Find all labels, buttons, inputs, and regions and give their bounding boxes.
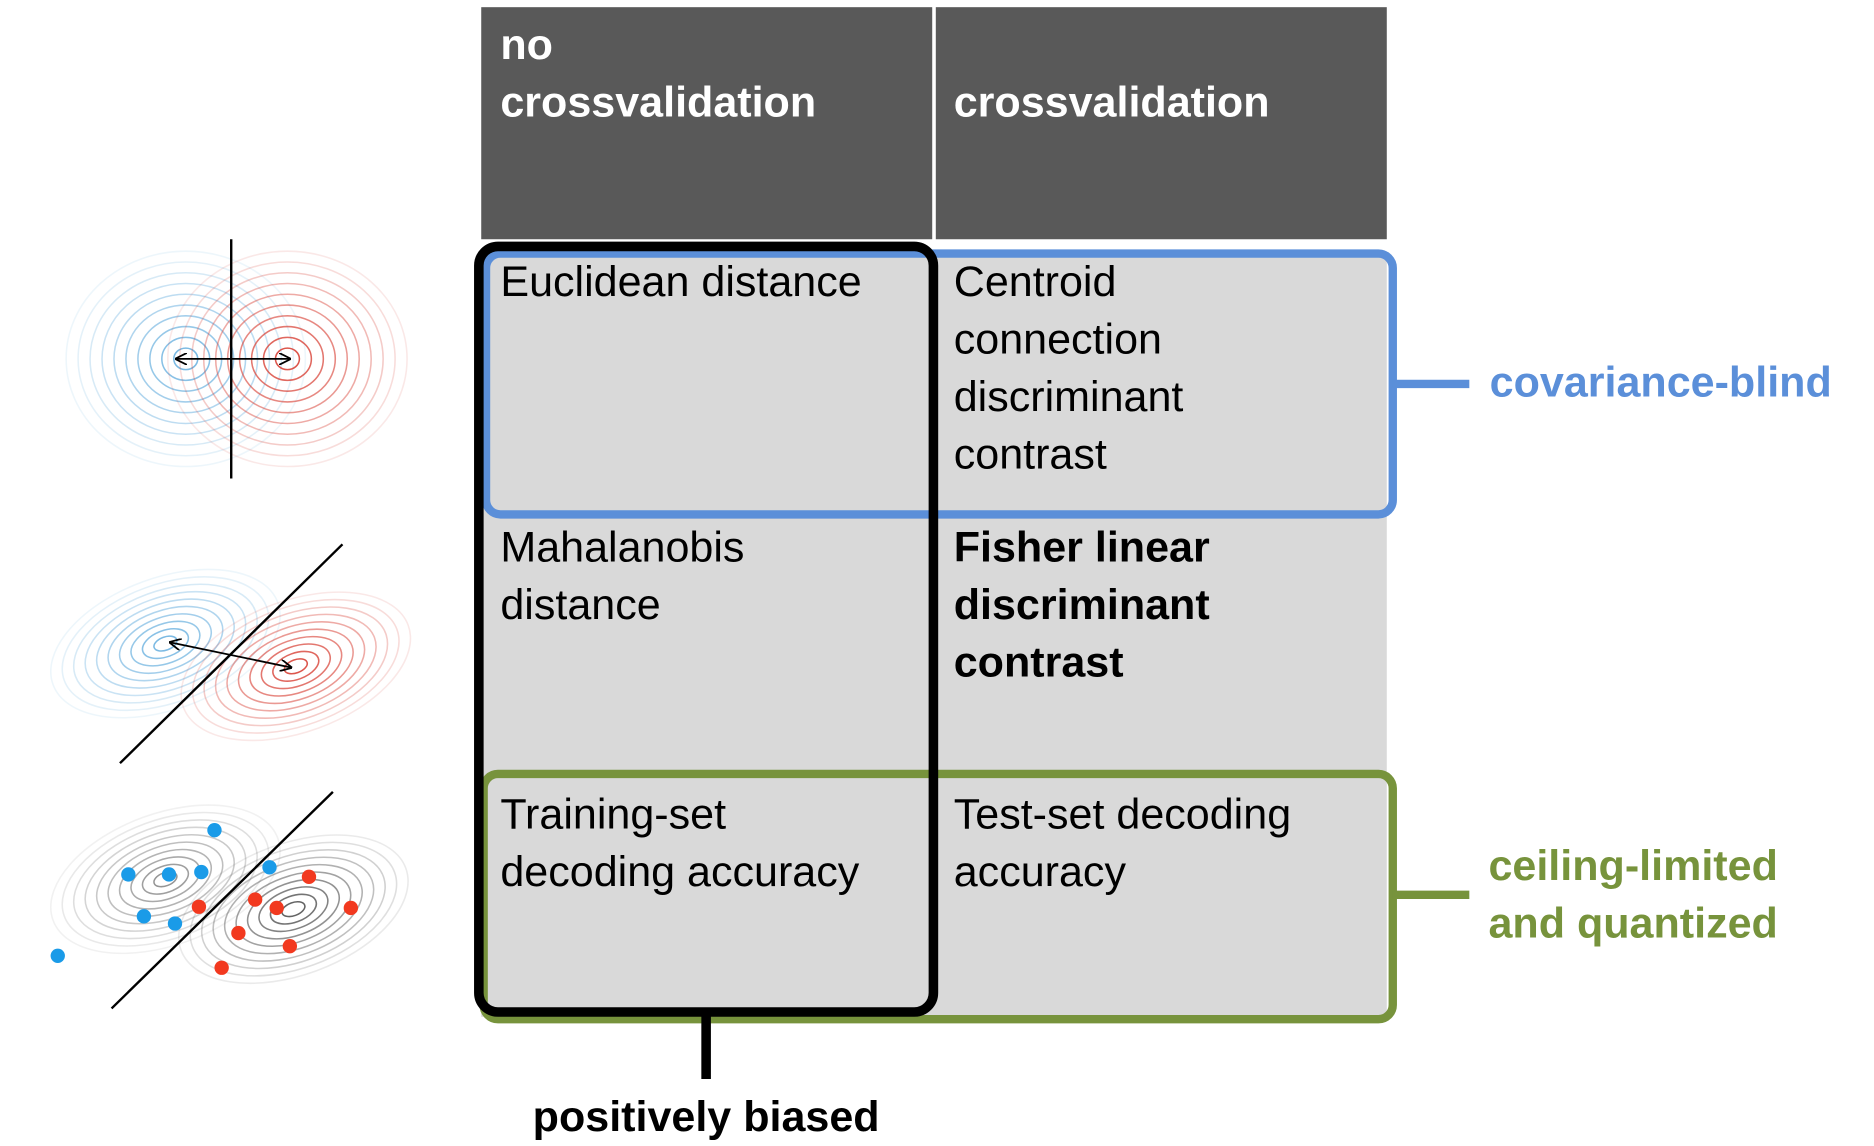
annotation: ceiling-limited	[1488, 842, 1777, 890]
header-text: no	[500, 21, 553, 69]
dot	[194, 864, 209, 880]
dot	[262, 860, 277, 875]
cell-text: discriminant	[954, 373, 1184, 421]
annotation: covariance-blind	[1490, 359, 1832, 407]
header-cell	[935, 7, 1387, 240]
dot	[161, 867, 177, 882]
annotation: and quantized	[1488, 899, 1777, 947]
dot	[301, 869, 317, 885]
contour	[107, 605, 224, 682]
contour	[141, 863, 190, 895]
contour	[258, 886, 329, 933]
dot	[136, 909, 152, 924]
contour	[130, 620, 201, 667]
cells: no crossvalidation crossvalidation Euclidea…	[500, 21, 1291, 896]
contour	[118, 613, 213, 675]
dot	[343, 900, 359, 916]
dot	[167, 916, 183, 931]
contour	[77, 261, 295, 457]
header-text: crossvalidation	[954, 79, 1270, 127]
contour	[212, 856, 375, 962]
cell-text: Fisher linear	[954, 524, 1210, 572]
dot	[282, 939, 298, 954]
dot	[191, 899, 207, 914]
contour	[65, 250, 307, 468]
cell-text: distance	[500, 581, 660, 629]
dot	[269, 900, 284, 916]
contour	[50, 804, 281, 955]
cell-text: discriminant	[954, 581, 1210, 629]
illustrations	[50, 239, 412, 1010]
contour	[226, 621, 366, 712]
contour	[178, 834, 409, 985]
header-cell	[481, 7, 933, 240]
contour	[167, 250, 408, 468]
cell-text: Mahalanobis	[500, 524, 744, 572]
cell-text: Centroid	[954, 258, 1117, 306]
dot	[231, 925, 246, 941]
contour	[189, 841, 398, 977]
cell-text: Test-set decoding	[954, 790, 1291, 838]
contour	[269, 893, 318, 925]
annotations: covariance-blind ceiling-limited and quant…	[533, 359, 1832, 1141]
cell-text: connection	[954, 316, 1162, 364]
dot	[247, 892, 263, 907]
contour	[107, 841, 224, 918]
contour	[260, 643, 331, 690]
contour	[84, 590, 247, 697]
contour	[118, 848, 213, 910]
dot	[50, 948, 65, 963]
contour	[281, 900, 306, 918]
cell-text: contrast	[954, 430, 1107, 478]
dot	[121, 867, 136, 882]
contour	[200, 849, 386, 970]
annotation: positively biased	[533, 1093, 880, 1141]
cell-text: decoding accuracy	[500, 848, 859, 896]
contour	[72, 819, 258, 940]
contour	[95, 833, 235, 925]
contour	[203, 606, 389, 727]
contour	[249, 635, 343, 697]
cell-text: Euclidean distance	[500, 258, 861, 306]
contour	[237, 628, 354, 705]
contour	[246, 878, 341, 940]
contour	[214, 613, 377, 719]
contour	[141, 627, 190, 660]
contour	[50, 568, 281, 719]
contour	[72, 583, 258, 704]
boundary	[110, 791, 334, 1010]
header-text: crossvalidation	[500, 79, 816, 127]
contour	[272, 650, 320, 682]
arrow	[170, 642, 291, 667]
dot	[207, 823, 222, 838]
dot	[214, 960, 229, 975]
cell-text: accuracy	[954, 848, 1127, 896]
contour	[180, 591, 412, 742]
cell-text: contrast	[954, 638, 1124, 686]
cell-text: Training-set	[500, 790, 726, 838]
contour	[223, 863, 363, 955]
contour	[95, 598, 235, 689]
